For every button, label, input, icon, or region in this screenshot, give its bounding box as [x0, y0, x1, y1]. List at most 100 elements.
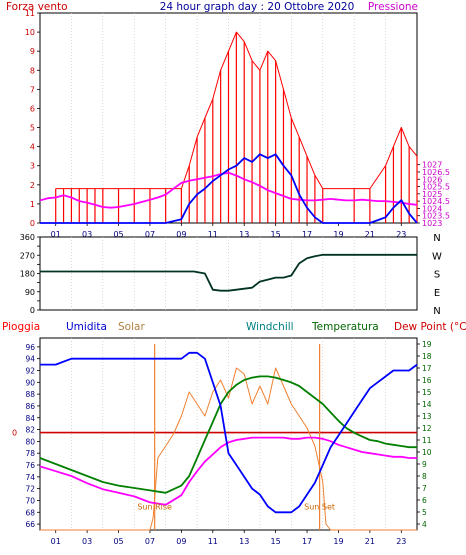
wind-ytick-label: 2 [30, 181, 35, 190]
wind-xtick-label: 01 [51, 230, 61, 239]
legend-humidity: Umidita [66, 321, 107, 333]
wind-ytick-label: 8 [30, 66, 35, 75]
pressure-ytick-label: 1024.5 [422, 197, 450, 206]
humidity-ytick-label: 88 [25, 390, 35, 399]
direction-ytick-label: 360 [20, 233, 35, 242]
humidity-ytick-label: 76 [25, 461, 35, 470]
direction-ytick-label: 270 [20, 251, 35, 260]
temp-xtick-label: 17 [302, 537, 312, 546]
temp-xtick-label: 19 [333, 537, 343, 546]
temperature-line [39, 375, 417, 494]
pressure-ytick-label: 1026 [422, 175, 442, 184]
temp-ytick-label: 4 [422, 520, 427, 529]
temp-xtick-label: 21 [365, 537, 375, 546]
rain-zero-label: 0 [12, 429, 17, 438]
wind-ytick-label: 6 [30, 104, 35, 113]
pressure-line [39, 171, 418, 209]
direction-ytick-label: 180 [20, 270, 35, 279]
humidity-ytick-label: 94 [25, 355, 35, 364]
chart-title: 24 hour graph day : 20 Ottobre 2020 [160, 1, 355, 13]
wind-xtick-label: 15 [271, 230, 281, 239]
sunset-label: Sun Set [304, 503, 335, 512]
humidity-ytick-label: 92 [25, 366, 35, 375]
wind-ytick-label: 5 [30, 124, 35, 133]
pressure-ytick-label: 1023 [422, 219, 442, 228]
humidity-ytick-label: 68 [25, 508, 35, 517]
wind-ytick-label: 7 [30, 85, 35, 94]
wind-xtick-label: 03 [82, 230, 92, 239]
temp-ytick-label: 14 [422, 400, 432, 409]
temp-ytick-label: 17 [422, 364, 432, 373]
temp-ytick-label: 16 [422, 376, 432, 385]
wind-xtick-label: 19 [333, 230, 343, 239]
humidity-ytick-label: 78 [25, 449, 35, 458]
wind-pressure-panel: 0123456789101110231023.510241024.5102510… [25, 9, 450, 239]
direction-ytick-label: 90 [25, 288, 35, 297]
wind-xtick-label: 09 [176, 230, 186, 239]
wind-ytick-label: 0 [30, 219, 35, 228]
temp-xtick-label: 09 [176, 537, 186, 546]
humidity-ytick-label: 84 [25, 414, 35, 423]
temp-xtick-label: 13 [239, 537, 249, 546]
wind-direction-line [40, 253, 417, 292]
temp-xtick-label: 03 [82, 537, 92, 546]
temp-ytick-label: 15 [422, 388, 432, 397]
wind-xtick-label: 05 [113, 230, 123, 239]
gust-line [55, 31, 418, 190]
wind-speed-line [40, 153, 418, 224]
humidity-ytick-label: 86 [25, 402, 35, 411]
dewpoint-line [39, 436, 417, 506]
legend-solar: Solar [118, 321, 145, 333]
pressure-ytick-label: 1025 [422, 190, 442, 199]
compass-label: S [434, 270, 440, 281]
compass-label: W [432, 251, 442, 262]
sunrise-label: Sun Rise [137, 503, 172, 512]
wind-ytick-label: 9 [30, 47, 35, 56]
temp-xtick-label: 01 [51, 537, 61, 546]
temp-ytick-label: 6 [422, 496, 427, 505]
humidity-line [40, 351, 418, 514]
temp-xtick-label: 07 [145, 537, 155, 546]
legend-dewpoint: Dew Point (°C) [394, 321, 466, 333]
wind-xtick-label: 23 [396, 230, 406, 239]
temp-ytick-label: 13 [422, 412, 432, 421]
legend-temperature: Temperatura [311, 321, 379, 333]
temp-xtick-label: 15 [271, 537, 281, 546]
temp-ytick-label: 7 [422, 484, 427, 493]
pressure-ytick-label: 1023.5 [422, 212, 450, 221]
humidity-ytick-label: 74 [25, 473, 35, 482]
temp-ytick-label: 11 [422, 436, 432, 445]
pressure-label: Pressione [368, 1, 418, 13]
pressure-ytick-label: 1027 [422, 161, 442, 170]
wind-ytick-label: 10 [25, 28, 35, 37]
wind-xtick-label: 11 [208, 230, 218, 239]
legend-windchill: Windchill [246, 321, 294, 333]
humidity-ytick-label: 96 [25, 343, 35, 352]
compass-label: E [434, 288, 440, 299]
humidity-ytick-label: 66 [25, 520, 35, 529]
temp-xtick-label: 23 [396, 537, 406, 546]
wind-ytick-label: 1 [30, 200, 35, 209]
temp-xtick-label: 11 [208, 537, 218, 546]
direction-ytick-label: 0 [30, 306, 35, 315]
compass-label: N [433, 306, 440, 317]
temp-ytick-label: 5 [422, 508, 427, 517]
wind-xtick-label: 13 [239, 230, 249, 239]
wind-xtick-label: 17 [302, 230, 312, 239]
temp-ytick-label: 10 [422, 448, 432, 457]
temp-ytick-label: 8 [422, 472, 427, 481]
legend-rain: Pioggia [2, 321, 40, 333]
wind-force-label: Forza vento [6, 1, 68, 13]
temp-ytick-label: 18 [422, 352, 432, 361]
wind-xtick-label: 07 [145, 230, 155, 239]
pressure-ytick-label: 1024 [422, 204, 442, 213]
wind-ytick-label: 11 [25, 9, 35, 18]
wind-xtick-label: 21 [365, 230, 375, 239]
temp-ytick-label: 12 [422, 424, 432, 433]
humidity-ytick-label: 72 [25, 485, 35, 494]
temp-ytick-label: 19 [422, 340, 432, 349]
humidity-ytick-label: 82 [25, 426, 35, 435]
temp-ytick-label: 9 [422, 460, 427, 469]
